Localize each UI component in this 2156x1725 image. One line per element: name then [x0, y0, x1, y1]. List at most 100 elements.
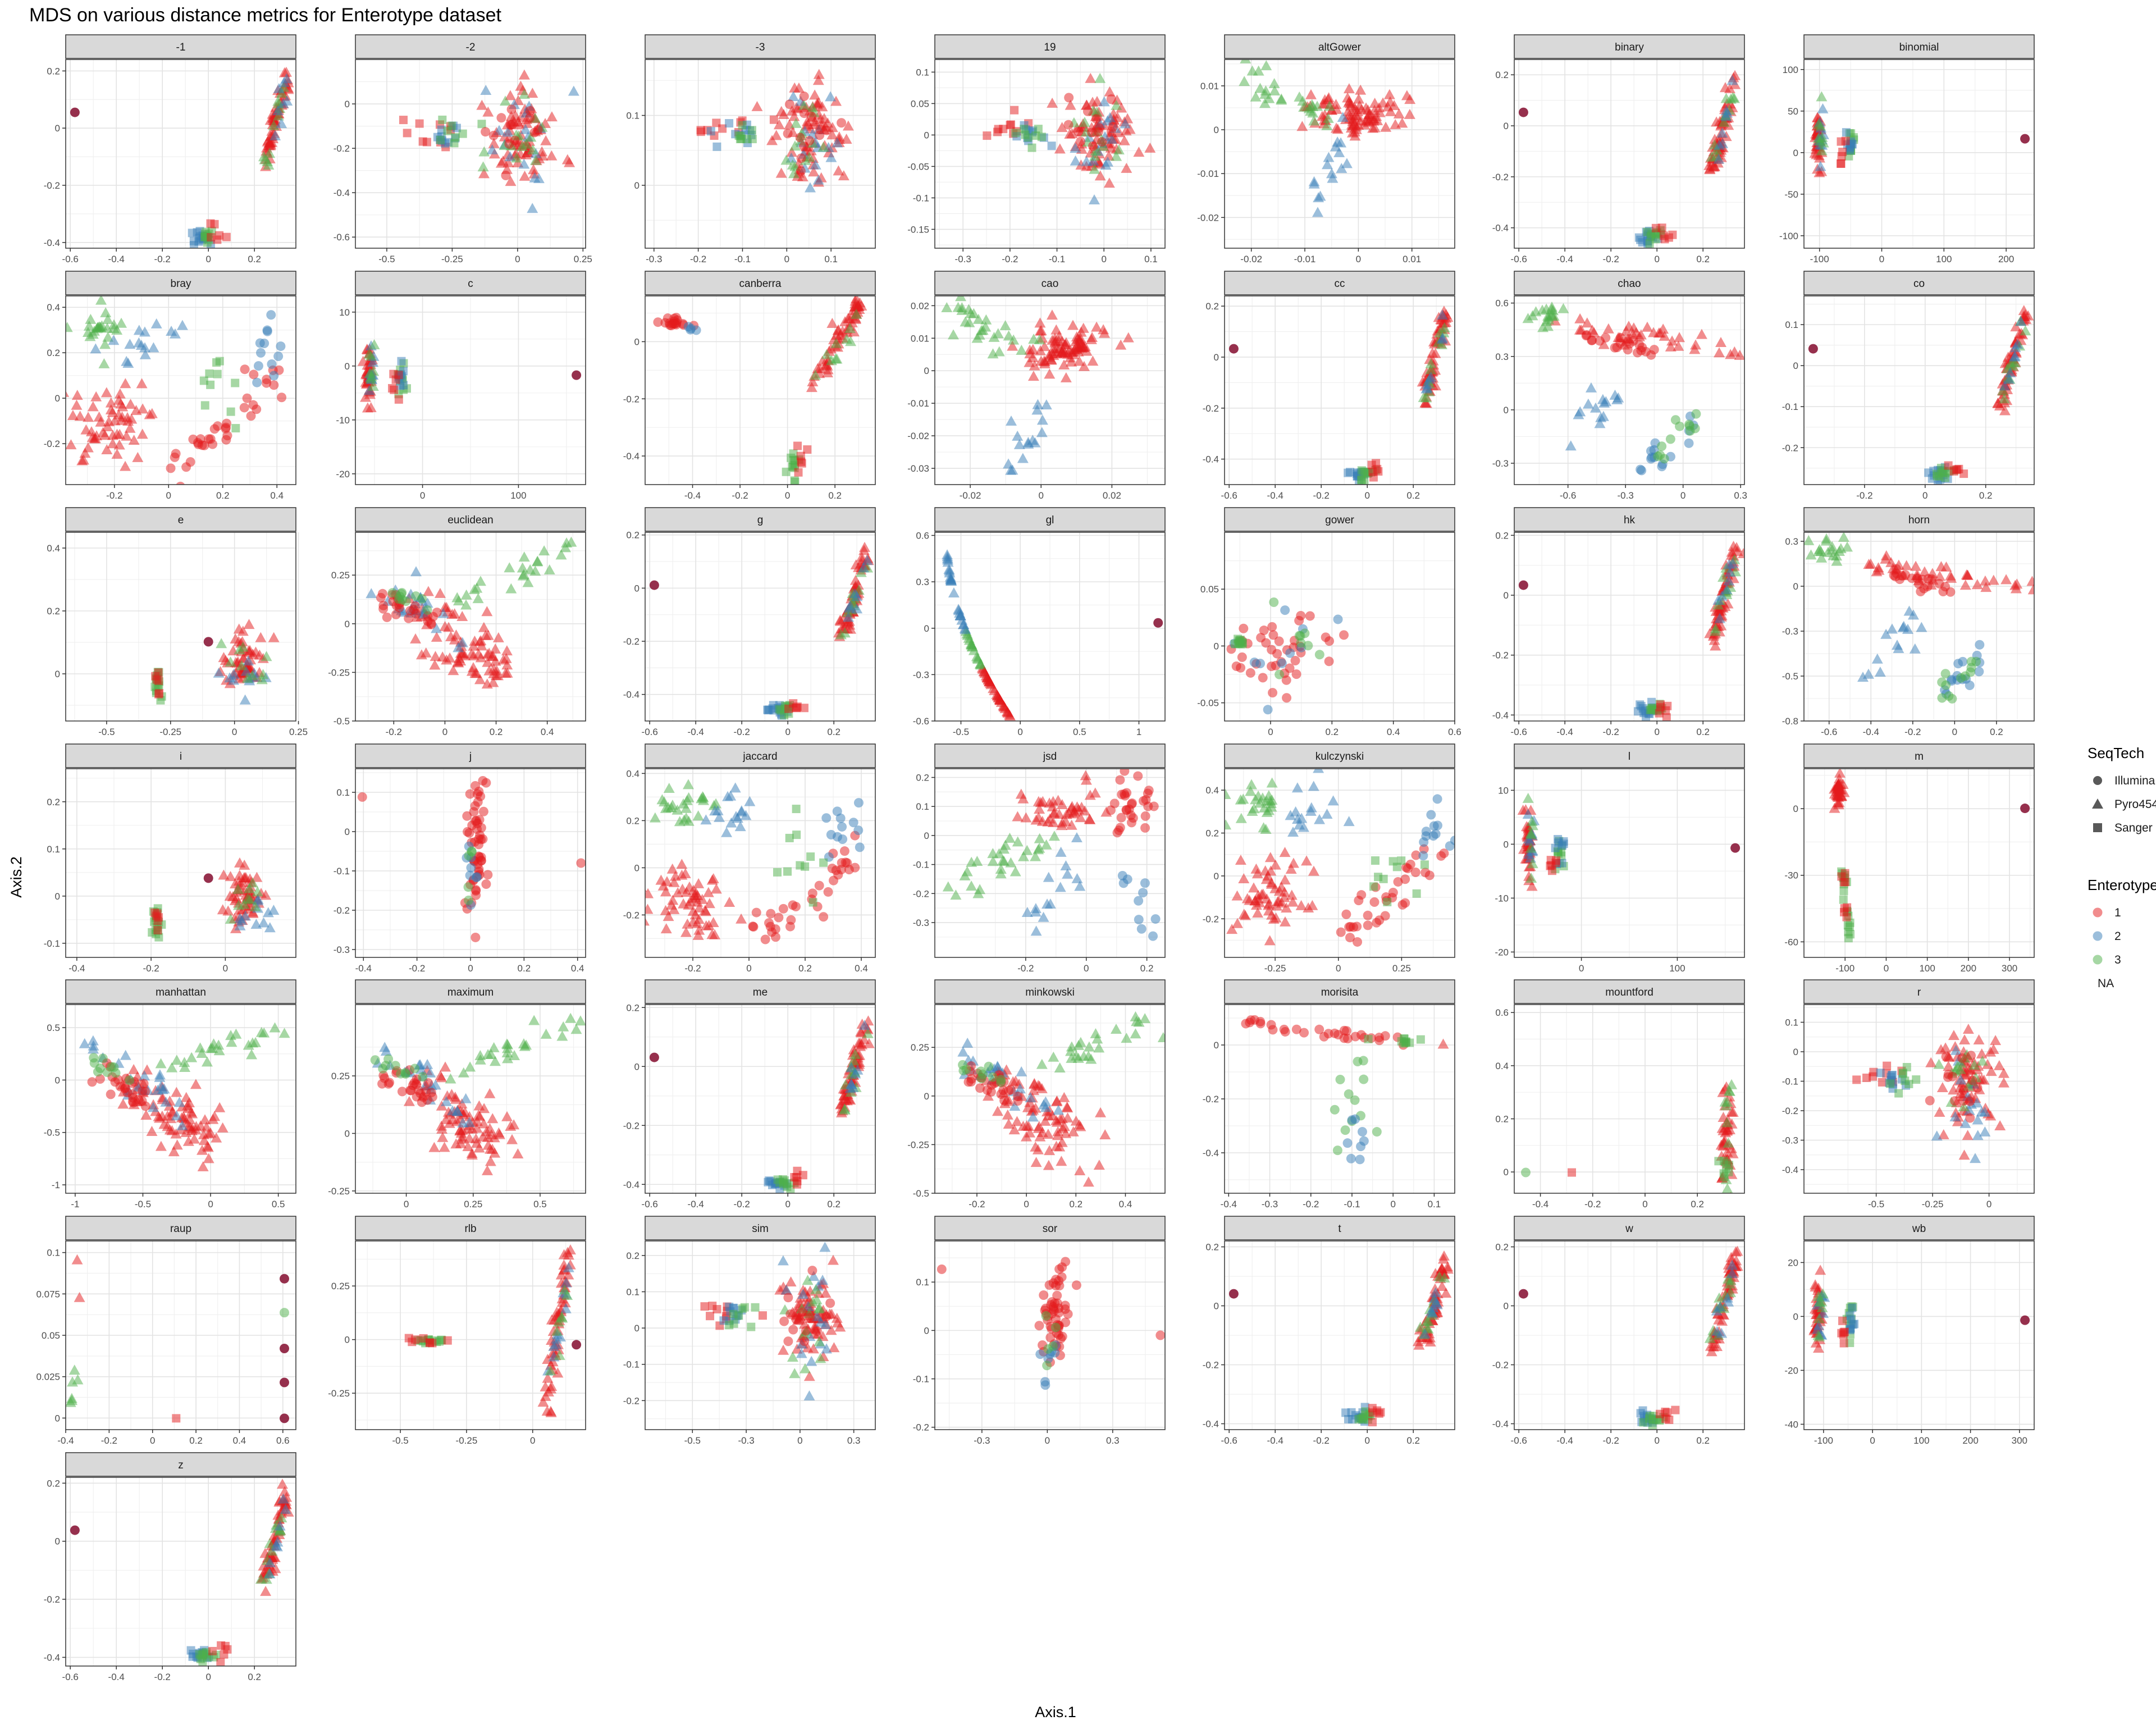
- data-point: [706, 1312, 715, 1321]
- y-tick-label: 0: [924, 623, 929, 634]
- data-point: [1341, 909, 1351, 919]
- data-point: [999, 1096, 1010, 1106]
- data-point: [1840, 869, 1849, 878]
- y-tick-label: -0.2: [334, 143, 350, 154]
- data-point: [1424, 870, 1435, 880]
- data-point: [655, 874, 667, 885]
- data-point: [1054, 1308, 1064, 1318]
- data-point: [1950, 1096, 1960, 1106]
- data-point: [1722, 598, 1734, 609]
- facet-strip-label: gower: [1325, 514, 1354, 526]
- y-tick-label: 0.25: [331, 1071, 350, 1081]
- data-point: [1719, 1169, 1728, 1178]
- data-point: [415, 119, 424, 128]
- facet-strip-label: 19: [1044, 42, 1056, 53]
- data-point: [769, 115, 778, 124]
- x-tick-label: -0.2: [684, 963, 701, 974]
- data-point: [474, 787, 484, 797]
- data-point: [811, 1294, 823, 1304]
- data-point: [1267, 622, 1277, 632]
- data-point: [456, 637, 468, 647]
- data-point: [1350, 1032, 1360, 1042]
- data-point: [150, 318, 162, 328]
- x-tick-label: -0.25: [441, 254, 463, 264]
- data-point: [277, 393, 287, 403]
- data-point: [1327, 172, 1339, 183]
- data-point: [785, 1276, 797, 1286]
- data-point: [812, 1326, 822, 1336]
- data-point: [782, 467, 791, 476]
- x-tick-label: -0.2: [1584, 1199, 1601, 1210]
- facet-panel-j: j-0.4 -0.2 0 0.2 0.4-0.3-0.2-0.100.1: [334, 743, 586, 974]
- data-point: [1715, 336, 1727, 347]
- x-tick-label: -0.5: [378, 254, 395, 264]
- data-point: [88, 1040, 99, 1051]
- data-point: [255, 632, 267, 642]
- data-point: [107, 438, 118, 449]
- data-point: [171, 1110, 182, 1121]
- x-tick-label: 0.2: [1140, 963, 1154, 974]
- data-point: [1052, 1290, 1062, 1300]
- facet-strip: [645, 271, 876, 295]
- data-point: [168, 1146, 180, 1157]
- data-point: [1030, 1141, 1042, 1152]
- data-point: [702, 887, 714, 897]
- x-tick-label: -0.4: [108, 254, 125, 264]
- facet-strip-label: e: [178, 514, 184, 526]
- facet-strip: [355, 743, 586, 768]
- data-point: [1690, 423, 1700, 433]
- data-point: [272, 105, 284, 116]
- data-point: [460, 599, 472, 610]
- x-tick-label: -0.6: [62, 254, 79, 264]
- data-point: [1871, 653, 1883, 664]
- facet-panel-border: [645, 768, 876, 958]
- facet-panel-border: [65, 295, 296, 485]
- data-point: [545, 1365, 556, 1376]
- data-point: [1042, 1361, 1052, 1371]
- x-tick-label: 0: [785, 490, 790, 501]
- grid-lines: [645, 532, 875, 721]
- data-point: [475, 635, 487, 646]
- data-point: [1140, 811, 1150, 821]
- y-tick-label: -0.2: [1492, 172, 1509, 182]
- data-point: [489, 1056, 501, 1066]
- data-point: [225, 1030, 237, 1041]
- facet-panel-jaccard: jaccard-0.2 0 0.2 0.4-0.200.20.4: [623, 743, 876, 974]
- data-point: [1969, 1153, 1981, 1163]
- data-point: [230, 633, 241, 644]
- data-point: [568, 85, 579, 96]
- data-point: [1721, 107, 1733, 118]
- y-tick-label: 0.2: [47, 66, 60, 76]
- data-point: [1064, 93, 1074, 103]
- data-point: [805, 1313, 815, 1323]
- data-point: [1089, 150, 1100, 161]
- data-points: [79, 1022, 290, 1171]
- data-point: [1940, 1042, 1952, 1053]
- y-tick-label: -0.2: [1203, 403, 1219, 414]
- data-point: [1726, 1106, 1738, 1117]
- data-point: [845, 336, 857, 346]
- data-point: [443, 622, 455, 632]
- x-tick-label: -0.2: [969, 1199, 985, 1210]
- data-point: [1294, 91, 1305, 102]
- data-point: [1595, 336, 1605, 346]
- data-point: [1885, 556, 1897, 567]
- data-point: [1091, 114, 1101, 124]
- data-point: [1927, 574, 1937, 584]
- facet-strip: [1224, 979, 1455, 1004]
- facet-panel-t: t-0.6 -0.4 -0.2 0 0.2-0.4-0.200.2: [1203, 1216, 1455, 1446]
- data-point: [1815, 546, 1827, 556]
- data-point: [1245, 668, 1255, 678]
- data-point: [1369, 897, 1380, 907]
- data-point: [1036, 1083, 1048, 1093]
- data-point: [1004, 832, 1016, 843]
- x-tick-label: 0: [208, 1199, 213, 1210]
- data-point: [200, 401, 209, 410]
- data-point: [115, 398, 127, 409]
- data-point: [1341, 1026, 1351, 1036]
- data-point: [827, 863, 837, 873]
- data-point: [837, 118, 847, 128]
- data-points: [1228, 1250, 1454, 1427]
- data-point: [1238, 640, 1247, 649]
